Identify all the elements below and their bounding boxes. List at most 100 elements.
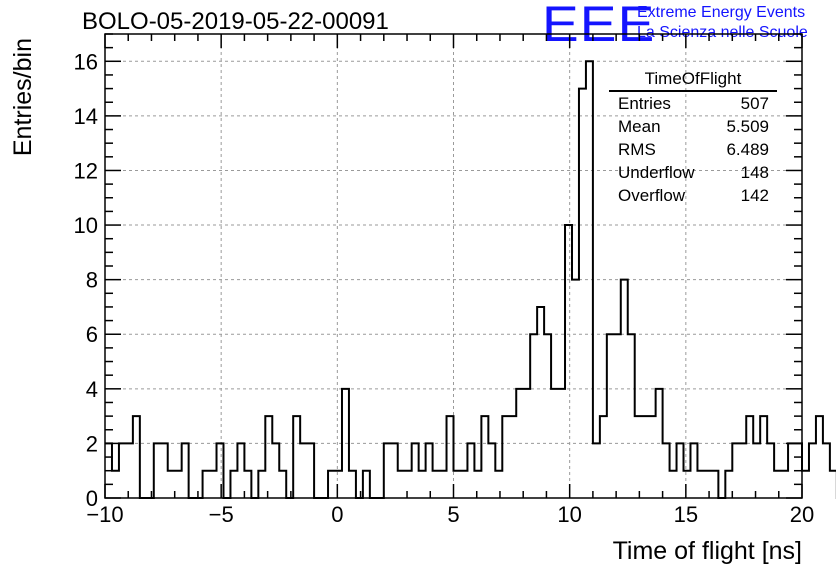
histogram-bin	[635, 416, 642, 498]
x-tick-label: 5	[447, 502, 459, 527]
histogram-bin	[600, 416, 607, 498]
stats-value: 142	[740, 186, 769, 205]
histogram-bin	[677, 443, 684, 498]
histogram-bin	[230, 471, 237, 498]
stats-label: Mean	[618, 117, 661, 136]
stats-label: Underflow	[618, 163, 695, 182]
histogram-bin	[530, 334, 537, 498]
stats-value: 148	[740, 163, 769, 182]
histogram-bin	[690, 443, 697, 498]
stats-box: TimeOfFlight Entries 507 Mean 5.509 RMS …	[609, 68, 777, 207]
y-tick-label: 12	[74, 158, 98, 183]
histogram-bin	[753, 443, 760, 498]
histogram-bin	[300, 443, 307, 498]
histogram-bin	[433, 471, 440, 498]
histogram-bin	[670, 471, 677, 498]
chart-title: BOLO-05-2019-05-22-00091	[82, 8, 389, 35]
histogram-bin	[447, 416, 454, 498]
histogram-bin	[823, 443, 830, 498]
histogram-bin	[711, 471, 718, 498]
stats-row-mean: Mean 5.509	[609, 115, 777, 138]
histogram-bin	[454, 471, 461, 498]
histogram-bin	[788, 443, 795, 498]
histogram-bin	[272, 443, 279, 498]
y-tick-label: 8	[86, 268, 98, 293]
histogram-bin	[349, 471, 356, 498]
histogram-bin	[621, 280, 628, 498]
y-tick-label: 0	[86, 486, 98, 511]
histogram-bin	[307, 443, 314, 498]
y-axis-label: Entries/bin	[9, 38, 37, 156]
histogram-bin	[175, 471, 182, 498]
histogram-line	[105, 60, 836, 499]
histogram-bin	[572, 280, 579, 498]
histogram-bin	[460, 471, 467, 498]
histogram-bin	[474, 471, 481, 498]
histogram-bin	[440, 471, 447, 498]
histogram-bin	[328, 471, 335, 498]
histogram-bin	[168, 471, 175, 498]
histogram-bin	[467, 443, 474, 498]
histogram-bin	[488, 443, 495, 498]
histogram-bin	[210, 471, 217, 498]
histogram-bin	[558, 389, 565, 498]
stats-label: Overflow	[618, 186, 686, 205]
eee-logo: EEE	[542, 0, 656, 52]
histogram-bin	[481, 416, 488, 498]
histogram-bin	[335, 471, 342, 498]
histogram-bin	[697, 471, 704, 498]
histogram-bin	[725, 471, 732, 498]
histogram-bin	[642, 416, 649, 498]
histogram-bin	[119, 443, 126, 498]
stats-label: Entries	[618, 94, 671, 113]
histogram-bin	[279, 471, 286, 498]
histogram-bin	[384, 443, 391, 498]
y-tick-label: 2	[86, 431, 98, 456]
histogram-bin	[551, 389, 558, 498]
histogram-bin	[182, 443, 189, 498]
histogram-bin	[363, 471, 370, 498]
stats-row-underflow: Underflow 148	[609, 161, 777, 184]
histogram-bin	[237, 443, 244, 498]
histogram-bin	[154, 443, 161, 498]
y-tick-label: 16	[74, 49, 98, 74]
histogram-bin	[732, 443, 739, 498]
histogram-bin	[412, 443, 419, 498]
histogram-bin	[579, 89, 586, 498]
histogram-bin	[419, 471, 426, 498]
histogram-bin	[203, 471, 210, 498]
stats-row-overflow: Overflow 142	[609, 184, 777, 207]
histogram-bin	[656, 389, 663, 498]
x-tick-label: 0	[331, 502, 343, 527]
histogram-bin	[537, 307, 544, 498]
x-tick-label: 20	[790, 502, 814, 527]
stats-value: 6.489	[726, 140, 769, 159]
x-tick-label: −10	[86, 502, 123, 527]
histogram-bin	[746, 416, 753, 498]
histogram-bin	[628, 334, 635, 498]
histogram-bin	[217, 443, 224, 498]
histogram-bin	[781, 471, 788, 498]
histogram-bin	[258, 471, 265, 498]
histogram-bin	[614, 334, 621, 498]
x-tick-label: 15	[674, 502, 698, 527]
histogram-bin	[516, 389, 523, 498]
stats-value: 507	[740, 94, 769, 113]
histogram-bin	[802, 471, 809, 498]
histogram-bin	[426, 443, 433, 498]
stats-label: RMS	[618, 140, 656, 159]
histogram-bin	[544, 334, 551, 498]
histogram-bin	[398, 471, 405, 498]
stats-box-title: TimeOfFlight	[609, 68, 777, 92]
histogram-bin	[816, 416, 823, 498]
histogram-bin	[649, 416, 656, 498]
histogram-bin	[112, 471, 119, 498]
histogram-bin	[739, 443, 746, 498]
logo-line-2: La Scienza nelle Scuole	[637, 24, 808, 41]
logo-line-1: Extreme Energy Events	[637, 4, 806, 21]
y-tick-label: 10	[74, 213, 98, 238]
stats-row-rms: RMS 6.489	[609, 138, 777, 161]
x-axis-label: Time of flight [ns]	[613, 537, 802, 565]
histogram-bin	[265, 416, 272, 498]
